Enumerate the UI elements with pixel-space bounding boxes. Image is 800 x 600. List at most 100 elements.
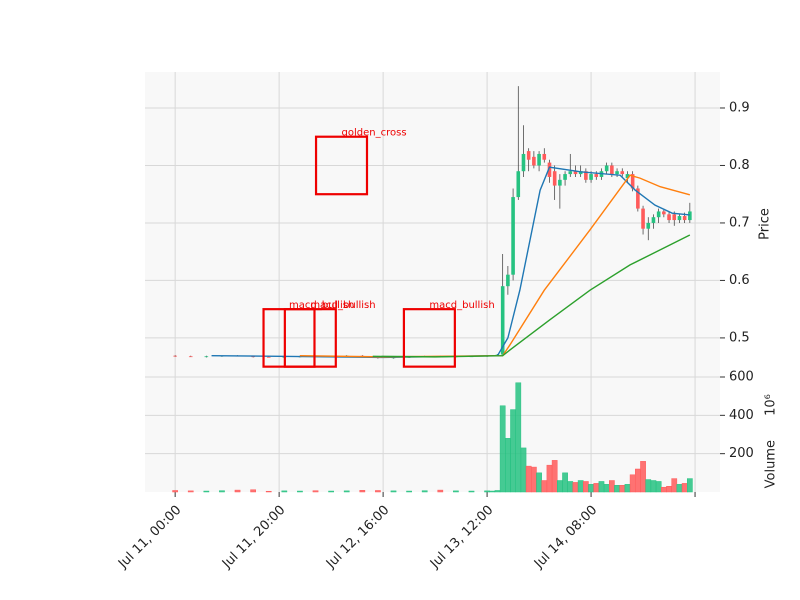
candle-body xyxy=(578,171,583,175)
candle-body xyxy=(651,217,656,223)
volume-bar xyxy=(375,490,381,493)
signal-box xyxy=(314,135,369,196)
volume-bar xyxy=(551,460,558,493)
volume-bar xyxy=(265,490,272,493)
volume-bar xyxy=(505,438,511,493)
y-tick-label: 0.7 xyxy=(729,215,750,230)
candle-body xyxy=(537,153,541,166)
volume-bar xyxy=(281,490,288,493)
candle-body xyxy=(615,171,619,175)
volume-bar xyxy=(494,490,501,493)
volume-bar xyxy=(577,480,584,493)
candle-body xyxy=(511,197,515,275)
candle-body xyxy=(188,356,193,358)
volume-bar xyxy=(515,382,522,493)
volume-bar xyxy=(187,490,194,493)
candle-body xyxy=(688,211,692,221)
volume-bar xyxy=(536,472,542,493)
volume-bar xyxy=(588,484,594,493)
x-tick-label: Jul 14, 08:00 xyxy=(531,503,600,572)
volume-bar xyxy=(661,486,667,493)
volume-bar xyxy=(567,481,574,493)
candle-body xyxy=(516,171,521,198)
volume-bar xyxy=(203,490,210,493)
volume-bar xyxy=(359,490,366,493)
candle-body xyxy=(500,286,505,355)
candle-body xyxy=(542,153,547,160)
volume-tick-label: 200 xyxy=(729,446,754,461)
volume-bar xyxy=(671,478,678,493)
volume-bar xyxy=(437,489,444,493)
volume-bar xyxy=(499,405,506,493)
volume-bar xyxy=(635,468,641,493)
candle-body xyxy=(568,171,573,175)
volume-bar xyxy=(453,490,459,493)
price-panel xyxy=(145,72,720,377)
volume-bar xyxy=(686,478,693,493)
signal-label: golden_cross xyxy=(342,128,407,139)
candle-body xyxy=(646,222,651,229)
candle-body xyxy=(573,171,578,175)
candle-body xyxy=(506,274,510,287)
volume-bar xyxy=(614,485,620,493)
volume-bar xyxy=(645,479,652,493)
y-tick-label: 0.8 xyxy=(729,158,750,173)
volume-bar xyxy=(520,447,527,493)
volume-bar xyxy=(624,484,631,493)
volume-tick-label: 600 xyxy=(729,370,754,385)
volume-bar xyxy=(598,481,605,493)
volume-bar xyxy=(312,490,319,493)
candle-body xyxy=(547,162,552,177)
candle-body xyxy=(636,188,640,209)
signal-box xyxy=(402,308,456,368)
volume-bar xyxy=(629,474,636,493)
volume-bar xyxy=(531,466,537,493)
candle-body xyxy=(521,153,526,172)
volume-bar xyxy=(489,490,496,493)
volume-bar xyxy=(583,481,589,493)
candle-body xyxy=(672,214,677,221)
candle-body xyxy=(563,174,567,180)
volume-bar xyxy=(676,484,683,493)
volume-bar xyxy=(234,489,241,493)
candle-body xyxy=(532,156,536,166)
candle-body xyxy=(604,165,609,172)
signal-label: macd_bullish xyxy=(289,300,354,311)
candle-body xyxy=(558,179,562,186)
volume-bar xyxy=(525,465,532,493)
volume-bar xyxy=(468,490,475,493)
candle-body xyxy=(620,171,625,175)
volume-tick-label: 400 xyxy=(729,408,754,423)
signal-label: macd_bullish xyxy=(310,300,375,311)
volume-bar xyxy=(562,472,568,493)
volume-bar xyxy=(406,490,412,493)
volume-bar xyxy=(510,409,516,493)
y-tick-label: 0.6 xyxy=(729,273,750,288)
volume-bar xyxy=(557,480,563,493)
candle-body xyxy=(625,174,630,179)
volume-bar xyxy=(640,461,646,493)
volume-bar xyxy=(650,480,657,493)
volume-bar xyxy=(619,485,626,493)
volume-bar xyxy=(219,490,225,493)
volume-bar xyxy=(572,482,579,493)
volume-bar xyxy=(484,490,490,493)
candle-body xyxy=(526,151,531,160)
volume-bar xyxy=(541,480,548,493)
candle-body xyxy=(610,165,614,175)
volume-bar xyxy=(421,490,428,493)
volume-bar xyxy=(343,490,350,493)
volume-scale-label: 10⁶ xyxy=(764,394,779,416)
candle-body xyxy=(552,171,557,186)
y-tick-label: 0.5 xyxy=(729,330,750,345)
volume-bar xyxy=(666,486,672,493)
x-tick-label: Jul 11, 00:00 xyxy=(115,503,184,572)
volume-bar xyxy=(593,483,600,493)
x-tick-label: Jul 12, 16:00 xyxy=(323,503,392,572)
volume-panel xyxy=(145,377,720,492)
candle-body xyxy=(656,211,661,218)
candle-body xyxy=(266,356,271,358)
candle-body xyxy=(584,171,588,180)
volume-bar xyxy=(250,489,256,493)
